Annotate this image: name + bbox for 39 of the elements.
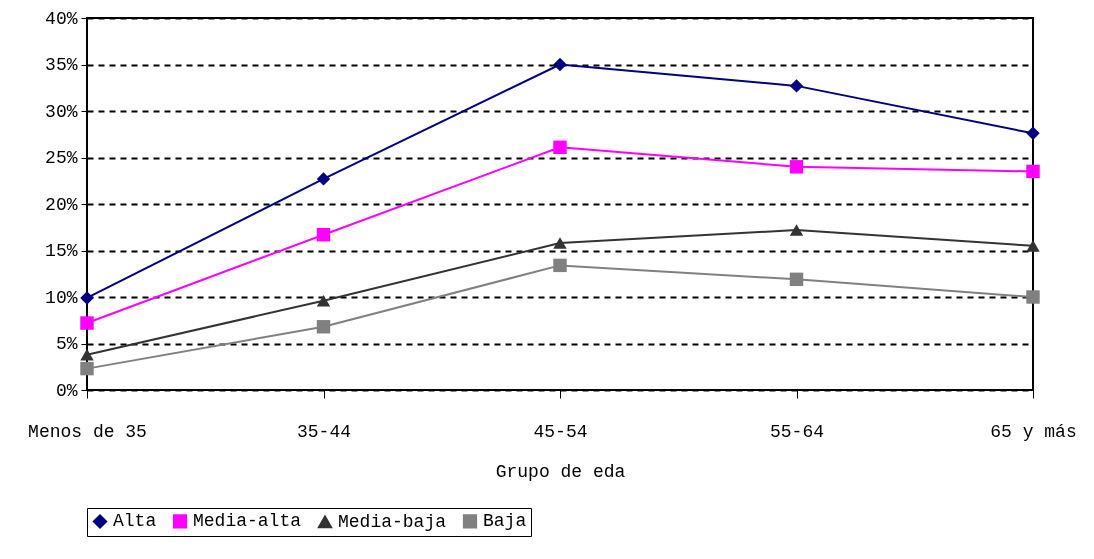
y-tick-label: 15% [45, 241, 78, 261]
point [316, 227, 331, 242]
y-tick-label: 5% [55, 334, 78, 354]
point [1026, 290, 1040, 304]
point [80, 316, 94, 330]
point [553, 258, 567, 273]
x-tick-label: 55-64 [769, 421, 825, 442]
x-tick-label: 45-54 [533, 421, 588, 442]
y-tick-label: 20% [45, 194, 78, 215]
point [789, 272, 804, 287]
y-tick-label: 25% [45, 148, 78, 168]
legend-label: Baja [483, 511, 527, 532]
point [553, 57, 567, 72]
point [80, 361, 94, 376]
point [80, 291, 94, 305]
x-axis-title: Grupo de eda [495, 461, 626, 482]
x-tick-label: Menos de 35 [28, 421, 147, 442]
point [316, 320, 331, 334]
legend-label: Media-baja [338, 511, 447, 532]
point [553, 140, 567, 154]
y-tick-label: 35% [45, 55, 78, 75]
point [316, 294, 331, 307]
point [553, 237, 567, 249]
y-tick-label: 10% [45, 287, 78, 308]
point [1026, 164, 1040, 179]
x-tick-label: 35-44 [296, 421, 352, 442]
point [316, 172, 331, 186]
y-tick-label: 30% [45, 101, 78, 122]
point [789, 160, 804, 174]
x-tick-label: 65 y más [990, 421, 1077, 442]
point [80, 348, 94, 361]
point [789, 224, 804, 236]
y-tick-label: 40% [45, 8, 78, 29]
y-tick-label: 0% [55, 380, 78, 401]
point [1026, 240, 1040, 252]
point [789, 79, 804, 93]
legend-label: Alta [113, 511, 157, 532]
point [1026, 126, 1040, 141]
legend-label: Media-alta [193, 511, 302, 532]
